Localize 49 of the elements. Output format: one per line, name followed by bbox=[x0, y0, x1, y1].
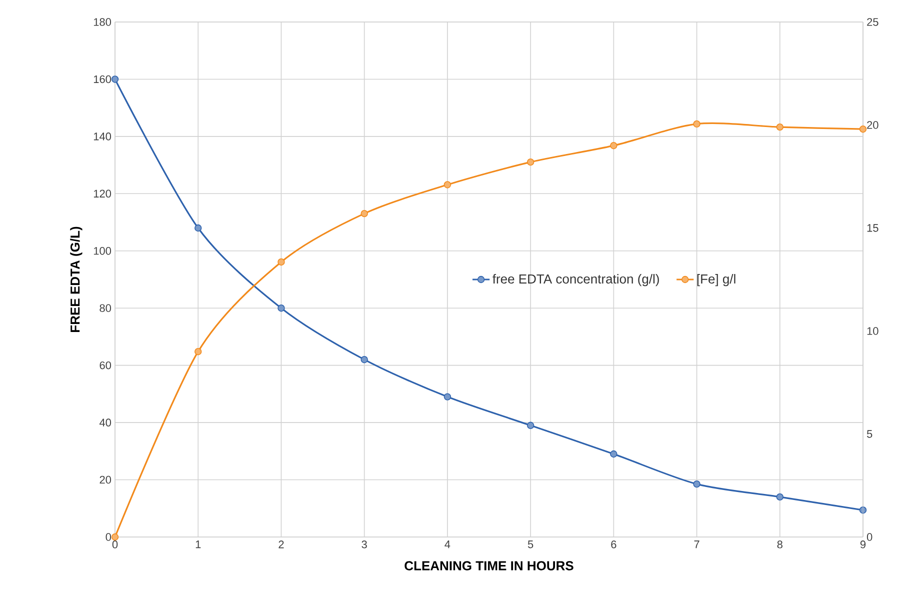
x-tick-label: 0 bbox=[112, 540, 118, 548]
y-tick-label: 80 bbox=[100, 304, 112, 312]
x-tick-label: 4 bbox=[444, 540, 450, 548]
y2-tick-label: 20 bbox=[867, 121, 878, 129]
y2-tick-label: 25 bbox=[867, 18, 878, 26]
y-tick-label: 160 bbox=[94, 75, 112, 84]
y-tick-label: 60 bbox=[100, 361, 112, 370]
y-tick-label: 180 bbox=[94, 18, 112, 26]
x-tick-label: 5 bbox=[528, 540, 534, 548]
point bbox=[526, 158, 534, 166]
point bbox=[194, 224, 202, 232]
point bbox=[610, 142, 618, 150]
y-tick-label: 140 bbox=[94, 132, 112, 140]
point bbox=[111, 76, 119, 83]
y-tick-label: 40 bbox=[99, 418, 112, 426]
y-tick-label: 0 bbox=[106, 533, 112, 541]
x-tick-label: 2 bbox=[278, 540, 284, 548]
point bbox=[693, 480, 700, 488]
point bbox=[444, 181, 452, 188]
point bbox=[776, 493, 784, 501]
point bbox=[194, 348, 202, 356]
y-tick-label: 120 bbox=[94, 190, 112, 198]
x-tick-label: 7 bbox=[694, 540, 700, 548]
point bbox=[278, 304, 285, 312]
x-tick-label: 1 bbox=[196, 540, 201, 548]
legend-label: free EDTA concentration (g/l) bbox=[492, 274, 659, 286]
y-tick-label: 20 bbox=[100, 476, 112, 484]
point bbox=[360, 356, 368, 364]
point bbox=[360, 210, 368, 218]
point bbox=[444, 393, 452, 400]
point bbox=[859, 126, 867, 133]
y2-tick-label: 15 bbox=[867, 224, 878, 232]
point bbox=[278, 258, 285, 266]
point bbox=[776, 123, 784, 131]
x-tick-label: 6 bbox=[611, 540, 616, 548]
x-axis-title: CLEANING TIME IN HOURS bbox=[404, 561, 574, 570]
x-tick-label: 3 bbox=[362, 540, 367, 548]
x-tick-label: 9 bbox=[860, 540, 866, 548]
y-axis-title: FREE EDTA (G/L) bbox=[70, 226, 82, 332]
point bbox=[610, 450, 618, 458]
y-tick-label: 100 bbox=[94, 246, 112, 255]
point bbox=[693, 120, 700, 128]
x-tick-label: 8 bbox=[777, 540, 782, 548]
point bbox=[526, 422, 534, 429]
y2-tick-label: 10 bbox=[867, 327, 878, 335]
legend-label: [Fe] g/l bbox=[697, 274, 736, 286]
point bbox=[111, 533, 119, 541]
y2-tick-label: 5 bbox=[866, 430, 872, 438]
y2-tick-label: 0 bbox=[866, 533, 872, 541]
